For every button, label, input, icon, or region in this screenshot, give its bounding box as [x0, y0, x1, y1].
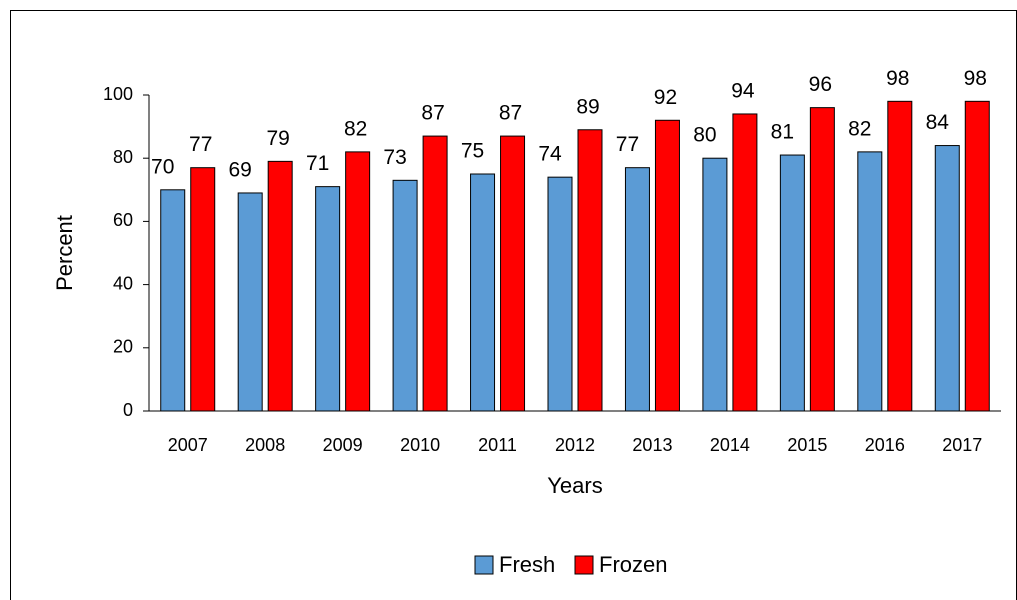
y-tick-label: 40	[113, 273, 133, 293]
bar	[964, 100, 990, 412]
bar	[809, 107, 835, 412]
data-label: 81	[771, 121, 794, 144]
bar	[547, 176, 573, 412]
bar	[577, 129, 603, 412]
bar	[779, 154, 805, 412]
data-label: 70	[151, 155, 174, 178]
bar	[732, 113, 758, 412]
y-axis-title: Percent	[52, 215, 77, 291]
data-label: 71	[306, 152, 329, 175]
data-label: 75	[461, 140, 484, 163]
bar	[392, 179, 418, 412]
data-label: 94	[731, 80, 755, 103]
bar	[345, 151, 371, 412]
data-label: 80	[693, 124, 716, 147]
bar	[857, 151, 883, 412]
bar	[887, 100, 913, 412]
data-label: 96	[809, 73, 832, 96]
x-tick-label: 2014	[710, 435, 750, 455]
x-tick-label: 2011	[478, 435, 517, 455]
x-tick-label: 2008	[245, 435, 285, 455]
data-label: 77	[189, 133, 212, 156]
bar	[470, 173, 496, 412]
legend-swatch	[474, 555, 494, 575]
bar	[702, 157, 728, 412]
data-label: 87	[421, 102, 444, 125]
data-label: 73	[383, 146, 406, 169]
bar	[237, 192, 263, 412]
legend-swatch	[574, 555, 594, 575]
data-label: 82	[848, 117, 871, 140]
x-tick-label: 2007	[168, 435, 208, 455]
bar	[267, 160, 293, 412]
data-label: 69	[229, 159, 252, 182]
bar	[160, 189, 186, 412]
data-label: 87	[499, 102, 522, 125]
data-label: 82	[344, 117, 367, 140]
data-label: 98	[964, 67, 987, 90]
y-tick-label: 0	[123, 400, 133, 420]
data-label: 84	[926, 111, 950, 134]
data-label: 98	[886, 67, 909, 90]
bar	[934, 145, 960, 412]
x-tick-label: 2013	[632, 435, 672, 455]
x-tick-label: 2016	[865, 435, 905, 455]
x-axis-title: Years	[547, 473, 602, 498]
bar	[500, 135, 526, 412]
x-tick-label: 2017	[942, 435, 982, 455]
y-tick-label: 60	[113, 210, 133, 230]
x-tick-label: 2009	[323, 435, 363, 455]
bar	[422, 135, 448, 412]
data-label: 79	[267, 127, 290, 150]
data-label: 89	[576, 95, 599, 118]
bar	[190, 167, 216, 412]
data-label: 74	[538, 143, 562, 166]
y-tick-label: 20	[113, 337, 133, 357]
data-label: 92	[654, 86, 677, 109]
x-tick-label: 2010	[400, 435, 440, 455]
legend-label: Fresh	[499, 552, 555, 577]
bar	[624, 167, 650, 412]
x-tick-label: 2015	[787, 435, 827, 455]
y-tick-label: 100	[103, 84, 133, 104]
y-tick-label: 80	[113, 147, 133, 167]
bar	[315, 186, 341, 412]
x-tick-label: 2012	[555, 435, 595, 455]
bar	[654, 119, 680, 412]
data-label: 77	[616, 133, 639, 156]
legend-label: Frozen	[599, 552, 667, 577]
